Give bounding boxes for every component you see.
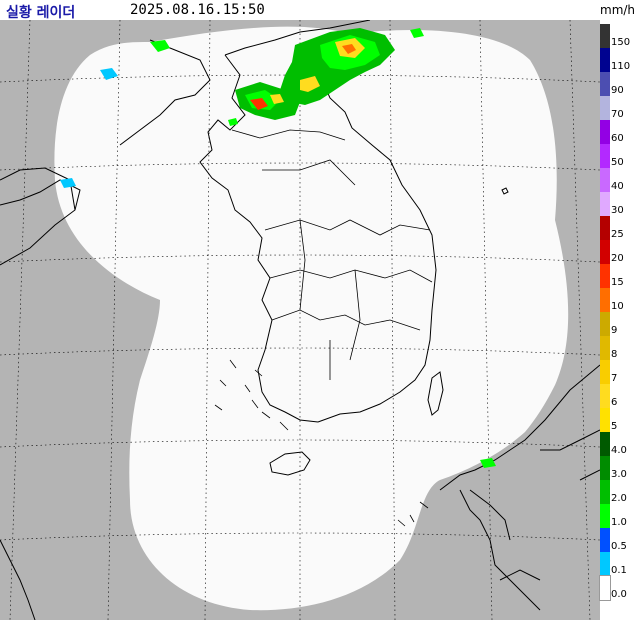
legend-label: 25 xyxy=(611,229,624,240)
shandong-coast xyxy=(0,167,76,211)
legend-entry: 15 xyxy=(600,264,635,288)
legend-label: 2.0 xyxy=(611,493,627,504)
admin-border xyxy=(231,129,433,380)
legend-entry: 50 xyxy=(600,144,635,168)
legend-entry: 10 xyxy=(600,288,635,312)
legend-label: 5 xyxy=(611,421,618,432)
legend-swatch xyxy=(600,480,610,504)
legend-swatch xyxy=(600,168,610,192)
legend-label: 4.0 xyxy=(611,445,627,456)
header: 실황 레이더 2025.08.16.15:50 mm/h xyxy=(0,0,635,21)
legend-swatch xyxy=(600,408,610,432)
legend-label: 1.0 xyxy=(611,517,627,528)
legend-entry: 110 xyxy=(600,48,635,72)
legend-label: 10 xyxy=(611,301,624,312)
legend-entry: 9 xyxy=(600,312,635,336)
north-coast xyxy=(224,20,371,56)
legend-label: 150 xyxy=(611,37,631,48)
legend-swatch xyxy=(600,360,610,384)
legend-label: 50 xyxy=(611,157,624,168)
legend-entry: 70 xyxy=(600,96,635,120)
legend-label: 0.0 xyxy=(611,589,627,600)
legend-label: 3.0 xyxy=(611,469,627,480)
legend-label: 40 xyxy=(611,181,624,192)
korean-peninsula-west-coast xyxy=(199,54,319,423)
southwest-corner-coast xyxy=(0,539,36,620)
legend-entry: 90 xyxy=(600,72,635,96)
legend-swatch xyxy=(600,528,610,552)
legend-entry: 0.0 xyxy=(599,575,635,601)
unit-label: mm/h xyxy=(600,3,635,17)
legend-swatch xyxy=(600,336,610,360)
legend-entry: 6 xyxy=(600,384,635,408)
radar-map[interactable] xyxy=(0,20,600,620)
legend-swatch xyxy=(600,192,610,216)
japan-honshu-coast xyxy=(540,429,600,481)
legend-swatch xyxy=(600,264,610,288)
japan-kyushu-coast xyxy=(439,364,600,611)
china-coast xyxy=(0,39,211,266)
ulleung-island xyxy=(501,187,509,195)
observation-timestamp: 2025.08.16.15:50 xyxy=(130,2,265,18)
islands-southwest xyxy=(214,359,429,527)
legend-label: 60 xyxy=(611,133,624,144)
legend-swatch xyxy=(600,120,610,144)
legend-entry: 40 xyxy=(600,168,635,192)
graticule xyxy=(0,20,600,620)
tsushima-island xyxy=(427,371,444,416)
legend-label: 20 xyxy=(611,253,624,264)
precipitation-echoes xyxy=(60,28,496,468)
legend-label: 7 xyxy=(611,373,618,384)
legend-swatch xyxy=(600,96,610,120)
jeju-island xyxy=(269,451,311,476)
legend-entry: 7 xyxy=(600,360,635,384)
legend-entry: 0.1 xyxy=(600,552,635,576)
legend-entry: 5 xyxy=(600,408,635,432)
legend-label: 0.5 xyxy=(611,541,627,552)
legend-entry: 25 xyxy=(600,216,635,240)
legend-swatch xyxy=(600,144,610,168)
legend-label: 6 xyxy=(611,397,618,408)
legend-entry: 60 xyxy=(600,120,635,144)
legend-swatch xyxy=(600,504,610,528)
legend-swatch xyxy=(600,72,610,96)
legend-entry: 3.0 xyxy=(600,456,635,480)
precipitation-legend: 150 110 90 70 60 50 40 30 25 20 15 10 9 8 7 6 5 4.0 3.0 2.0… xyxy=(599,20,635,620)
legend-entry: 0.5 xyxy=(600,528,635,552)
legend-swatch xyxy=(600,432,610,456)
legend-entry: 20 xyxy=(600,240,635,264)
legend-entry: 8 xyxy=(600,336,635,360)
page-title: 실황 레이더 xyxy=(6,5,76,21)
legend-label: 110 xyxy=(611,61,631,72)
legend-swatch xyxy=(600,288,610,312)
legend-label: 9 xyxy=(611,325,618,336)
legend-swatch xyxy=(600,456,610,480)
legend-entry: 4.0 xyxy=(600,432,635,456)
legend-entry: 30 xyxy=(600,192,635,216)
legend-label: 8 xyxy=(611,349,618,360)
legend-label: 0.1 xyxy=(611,565,627,576)
legend-swatch xyxy=(599,575,611,601)
legend-swatch xyxy=(600,384,610,408)
legend-entry: 150 xyxy=(600,24,635,48)
legend-label: 70 xyxy=(611,109,624,120)
legend-swatch xyxy=(600,24,610,48)
legend-swatch xyxy=(600,216,610,240)
legend-swatch xyxy=(600,240,610,264)
legend-label: 90 xyxy=(611,85,624,96)
legend-swatch xyxy=(600,552,610,576)
legend-swatch xyxy=(600,48,610,72)
radar-coverage-area xyxy=(54,26,569,611)
legend-entry: 1.0 xyxy=(600,504,635,528)
legend-label: 15 xyxy=(611,277,624,288)
legend-swatch xyxy=(600,312,610,336)
legend-entry: 2.0 xyxy=(600,480,635,504)
legend-label: 30 xyxy=(611,205,624,216)
